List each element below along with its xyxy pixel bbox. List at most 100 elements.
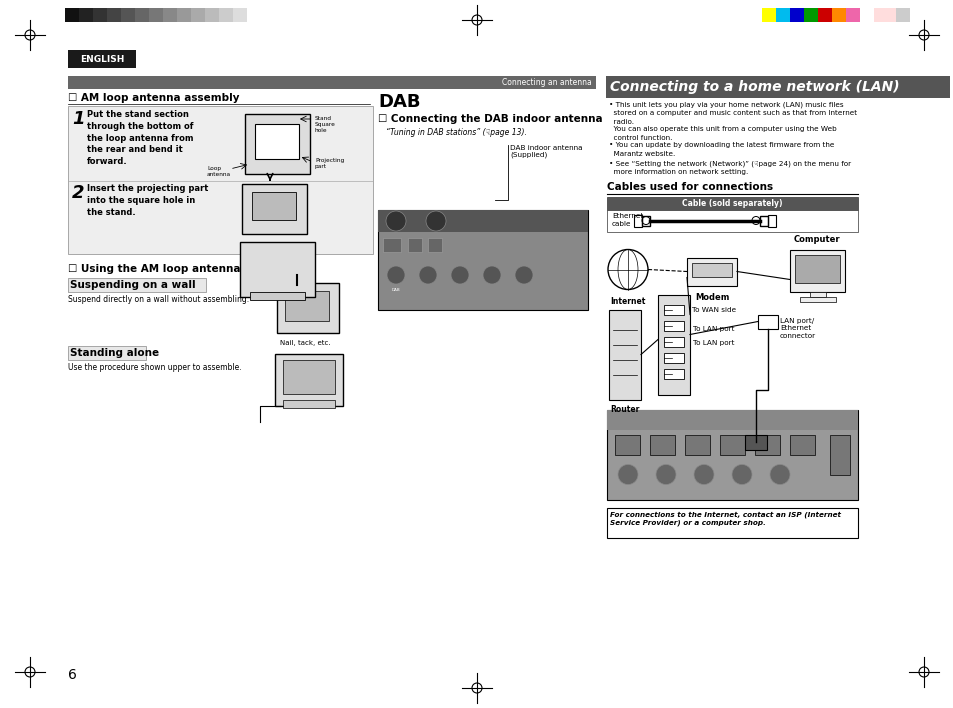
Bar — [606, 409, 857, 430]
Text: “Tuning in DAB stations” (☟page 13).: “Tuning in DAB stations” (☟page 13). — [386, 128, 526, 137]
Bar — [68, 278, 206, 292]
Bar — [809, 292, 825, 297]
Bar — [658, 295, 689, 394]
Text: To LAN port: To LAN port — [692, 341, 734, 346]
Text: Cable (sold separately): Cable (sold separately) — [681, 198, 781, 207]
Circle shape — [387, 266, 405, 284]
Bar — [252, 192, 295, 220]
Circle shape — [656, 464, 676, 484]
Bar — [382, 238, 400, 252]
Bar — [606, 409, 857, 500]
Bar — [794, 254, 840, 282]
Bar — [276, 283, 338, 333]
Text: 2: 2 — [71, 184, 85, 202]
Text: Connecting an antenna: Connecting an antenna — [501, 78, 592, 87]
Circle shape — [693, 464, 713, 484]
Text: • You can update by downloading the latest firmware from the
  Marantz website.: • You can update by downloading the late… — [608, 142, 834, 156]
Bar — [606, 210, 857, 232]
Bar — [219, 8, 233, 22]
Bar — [254, 124, 298, 159]
Bar — [758, 314, 778, 329]
Bar — [377, 210, 587, 310]
Text: DAB: DAB — [377, 93, 420, 111]
Bar — [233, 8, 247, 22]
Bar — [859, 8, 873, 22]
Bar — [68, 50, 136, 68]
Circle shape — [769, 464, 789, 484]
Bar — [428, 238, 441, 252]
Bar — [163, 8, 177, 22]
Bar — [377, 210, 587, 232]
Bar — [663, 368, 683, 379]
Text: To LAN port: To LAN port — [692, 326, 734, 331]
Text: Loop
antenna: Loop antenna — [207, 166, 231, 177]
Bar — [767, 215, 775, 227]
Circle shape — [731, 464, 751, 484]
Bar — [754, 435, 780, 455]
Circle shape — [451, 266, 469, 284]
Bar — [68, 106, 373, 254]
Bar — [240, 242, 314, 297]
Bar — [608, 309, 640, 399]
Bar — [649, 435, 675, 455]
Bar — [831, 8, 845, 22]
Bar — [283, 360, 335, 394]
Bar — [803, 8, 817, 22]
Text: Put the stand section
through the bottom of
the loop antenna from
the rear and b: Put the stand section through the bottom… — [87, 110, 193, 166]
Bar — [775, 8, 789, 22]
Text: Suspend directly on a wall without assembling.: Suspend directly on a wall without assem… — [68, 295, 249, 304]
Text: Cables used for connections: Cables used for connections — [606, 183, 772, 193]
Text: Connecting to a home network (LAN): Connecting to a home network (LAN) — [609, 80, 899, 94]
Bar — [274, 354, 343, 406]
Bar — [283, 400, 335, 408]
Bar — [789, 249, 844, 292]
Text: For connections to the Internet, contact an ISP (Internet
Service Provider) or a: For connections to the Internet, contact… — [609, 511, 841, 526]
Bar — [789, 8, 803, 22]
Bar — [686, 258, 737, 285]
Bar — [135, 8, 149, 22]
Bar — [107, 8, 121, 22]
Bar — [873, 8, 895, 22]
Bar — [641, 215, 649, 226]
Bar — [634, 215, 641, 227]
Text: Standing alone: Standing alone — [70, 348, 159, 358]
Text: Internet: Internet — [610, 297, 645, 305]
Text: 1: 1 — [71, 110, 85, 128]
Bar — [68, 346, 146, 360]
Bar — [191, 8, 205, 22]
Bar — [242, 184, 307, 234]
Circle shape — [426, 211, 446, 231]
Bar — [761, 8, 775, 22]
Circle shape — [386, 211, 406, 231]
Text: ☐ Connecting the DAB indoor antenna: ☐ Connecting the DAB indoor antenna — [377, 114, 602, 124]
Bar — [408, 238, 421, 252]
Text: Insert the projecting part
into the square hole in
the stand.: Insert the projecting part into the squa… — [87, 184, 208, 217]
Bar — [800, 297, 835, 302]
Bar — [250, 292, 305, 300]
Circle shape — [515, 266, 533, 284]
Text: Suspending on a wall: Suspending on a wall — [70, 280, 195, 290]
Bar — [245, 114, 310, 174]
Bar — [92, 8, 107, 22]
Text: Computer: Computer — [793, 234, 840, 244]
Bar — [606, 508, 857, 537]
Text: DAB indoor antenna
(Supplied): DAB indoor antenna (Supplied) — [510, 145, 582, 159]
Text: ☐ AM loop antenna assembly: ☐ AM loop antenna assembly — [68, 93, 239, 103]
Bar — [663, 353, 683, 362]
Text: Use the procedure shown upper to assemble.: Use the procedure shown upper to assembl… — [68, 363, 241, 372]
Bar — [615, 435, 639, 455]
Bar — [149, 8, 163, 22]
Bar — [121, 8, 135, 22]
Bar — [744, 435, 766, 450]
Text: Nail, tack, etc.: Nail, tack, etc. — [279, 340, 330, 346]
Bar — [177, 8, 191, 22]
Text: ENGLISH: ENGLISH — [80, 55, 124, 64]
Bar — [829, 435, 849, 474]
Bar — [605, 76, 949, 98]
Text: To WAN side: To WAN side — [691, 307, 736, 312]
Circle shape — [618, 464, 638, 484]
Bar — [79, 8, 92, 22]
Text: Projecting
part: Projecting part — [314, 158, 344, 169]
Text: LAN port/
Ethernet
connector: LAN port/ Ethernet connector — [780, 319, 815, 338]
Bar — [845, 8, 859, 22]
